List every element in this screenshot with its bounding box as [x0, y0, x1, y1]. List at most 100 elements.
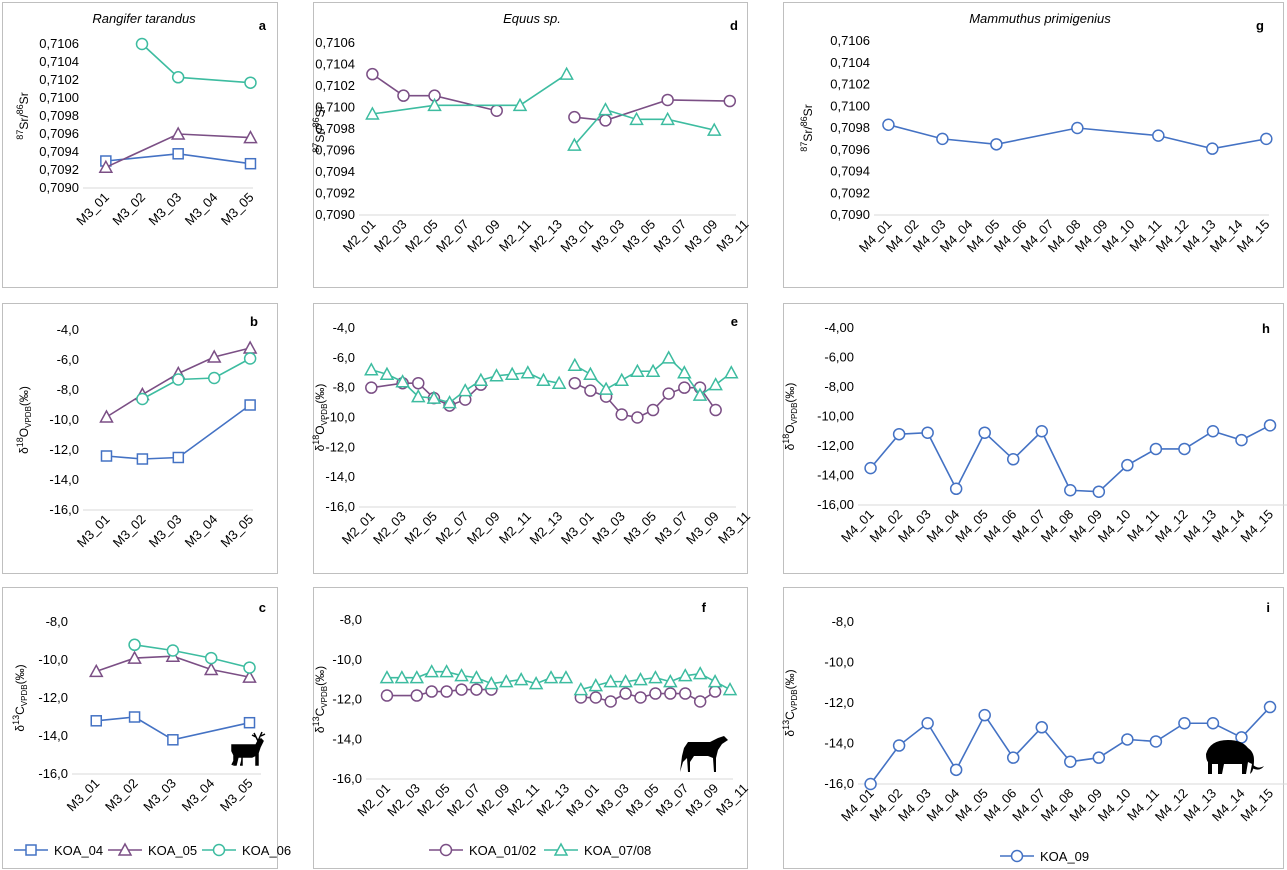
y-axis-label: δ13CVPDB(‰) — [311, 666, 329, 733]
data-point — [568, 110, 581, 124]
data-point — [551, 375, 567, 389]
data-point — [588, 678, 604, 692]
series-koa_09 — [864, 700, 1277, 791]
x-tick-label: M2_13 — [533, 781, 572, 820]
data-point — [1263, 419, 1277, 432]
data-point — [366, 67, 379, 81]
data-point — [364, 362, 379, 376]
y-axis-label: 87Sr/86Sr — [799, 104, 815, 151]
y-tick-label: 0,7098 — [315, 121, 355, 136]
y-tick-label: 0,7104 — [830, 55, 870, 70]
x-tick-label: M2_05 — [401, 509, 440, 548]
y-axis-label: δ18OVPDB(‰) — [781, 383, 799, 451]
y-label-unit: (‰) — [17, 386, 31, 406]
y-tick-label: 0,7106 — [830, 33, 870, 48]
data-point — [244, 157, 257, 170]
y-label-sup: 18 — [15, 437, 25, 447]
data-point — [648, 670, 663, 684]
y-label-delta: δ — [313, 444, 327, 451]
x-tick-label: M3_01 — [74, 512, 113, 551]
y-tick-label: -6,00 — [824, 350, 854, 365]
data-point — [172, 148, 184, 160]
legend-label: KOA_01/02 — [469, 843, 536, 858]
y-axis-label: δ18OVPDB(‰) — [15, 386, 33, 454]
panel-frame-c — [2, 587, 278, 869]
x-tick-label: M3_01 — [64, 776, 103, 815]
series-line — [141, 43, 251, 84]
y-label-text: Sr/ — [17, 114, 31, 130]
x-tick-label: M2_03 — [370, 509, 409, 548]
data-point — [98, 159, 114, 174]
y-tick-label: -10,0 — [325, 410, 355, 425]
data-point — [864, 777, 877, 791]
y-tick-label: 0,7096 — [315, 143, 355, 158]
x-tick-label: M2_07 — [433, 217, 472, 256]
data-point — [1006, 751, 1020, 764]
x-tick-label: M3_09 — [683, 781, 722, 820]
data-point — [127, 650, 142, 664]
data-point — [1035, 721, 1049, 734]
data-point — [1092, 485, 1106, 498]
y-tick-label: 0,7102 — [315, 78, 355, 93]
y-tick-label: 0,7098 — [830, 120, 870, 135]
data-point — [936, 132, 949, 146]
data-point — [365, 381, 378, 394]
data-point — [921, 717, 934, 730]
y-tick-label: -6,0 — [333, 350, 355, 365]
y-label-delta: δ — [313, 726, 327, 733]
y-tick-label: -16,0 — [49, 502, 79, 517]
legend-3: KOA_09 — [1000, 849, 1089, 864]
data-point — [166, 644, 180, 657]
y-axis-label: δ18OVPDB(‰) — [311, 384, 329, 452]
data-point — [892, 739, 906, 752]
x-tick-label: M2_03 — [371, 217, 410, 256]
panel-letter: h — [1262, 321, 1270, 336]
y-label-unit: (‰) — [13, 664, 27, 684]
y-tick-label: -16,00 — [817, 497, 854, 512]
series-line — [574, 99, 730, 122]
x-tick-label: M3_04 — [179, 776, 218, 815]
data-point — [614, 372, 630, 386]
data-point — [206, 349, 222, 363]
x-tick-label: M2_11 — [496, 509, 534, 547]
y-label-text: O — [783, 424, 797, 433]
y-label-unit: (‰) — [783, 383, 797, 403]
y-tick-label: 0,7104 — [39, 54, 79, 69]
species-title: Rangifer tarandus — [92, 11, 196, 26]
series-line — [573, 108, 715, 146]
y-label-sup: 87 — [15, 130, 25, 140]
x-tick-label: M2_01 — [354, 781, 393, 820]
x-tick-label: M3_03 — [146, 512, 185, 551]
data-point — [490, 104, 503, 117]
series-line — [96, 716, 250, 741]
series-line — [134, 644, 250, 669]
x-tick-label: M3_05 — [623, 781, 662, 820]
y-label-sub: VPDB — [790, 403, 799, 425]
series-line — [371, 73, 497, 112]
y-tick-label: -6,0 — [57, 352, 79, 367]
panel-frame-g — [783, 2, 1284, 288]
panel-e: -16,0-14,0-12,0-10,0-8,0-6,0-4,0M2_01M2_… — [311, 314, 753, 547]
data-point — [1064, 484, 1077, 497]
data-point — [723, 94, 737, 108]
series-koa_01-02 — [380, 683, 722, 708]
data-point — [679, 687, 692, 700]
data-point — [88, 663, 104, 678]
panel-letter: i — [1266, 600, 1270, 615]
x-tick-label: M3_07 — [651, 217, 690, 256]
y-label-text: C — [783, 711, 797, 720]
x-tick-label: M3_05 — [619, 217, 658, 256]
panel-letter: e — [731, 314, 738, 329]
data-point — [410, 689, 424, 702]
legend-item: KOA_04 — [14, 843, 103, 858]
data-point — [99, 409, 114, 423]
data-point — [128, 638, 141, 652]
data-point — [379, 366, 395, 380]
panel-letter: g — [1256, 18, 1264, 33]
x-tick-label: M3_03 — [593, 781, 632, 820]
data-point — [365, 106, 380, 120]
y-tick-label: -12,0 — [824, 695, 854, 710]
panel-letter: d — [730, 18, 738, 33]
y-axis-label: δ13CVPDB(‰) — [11, 664, 29, 731]
data-point — [692, 387, 708, 401]
